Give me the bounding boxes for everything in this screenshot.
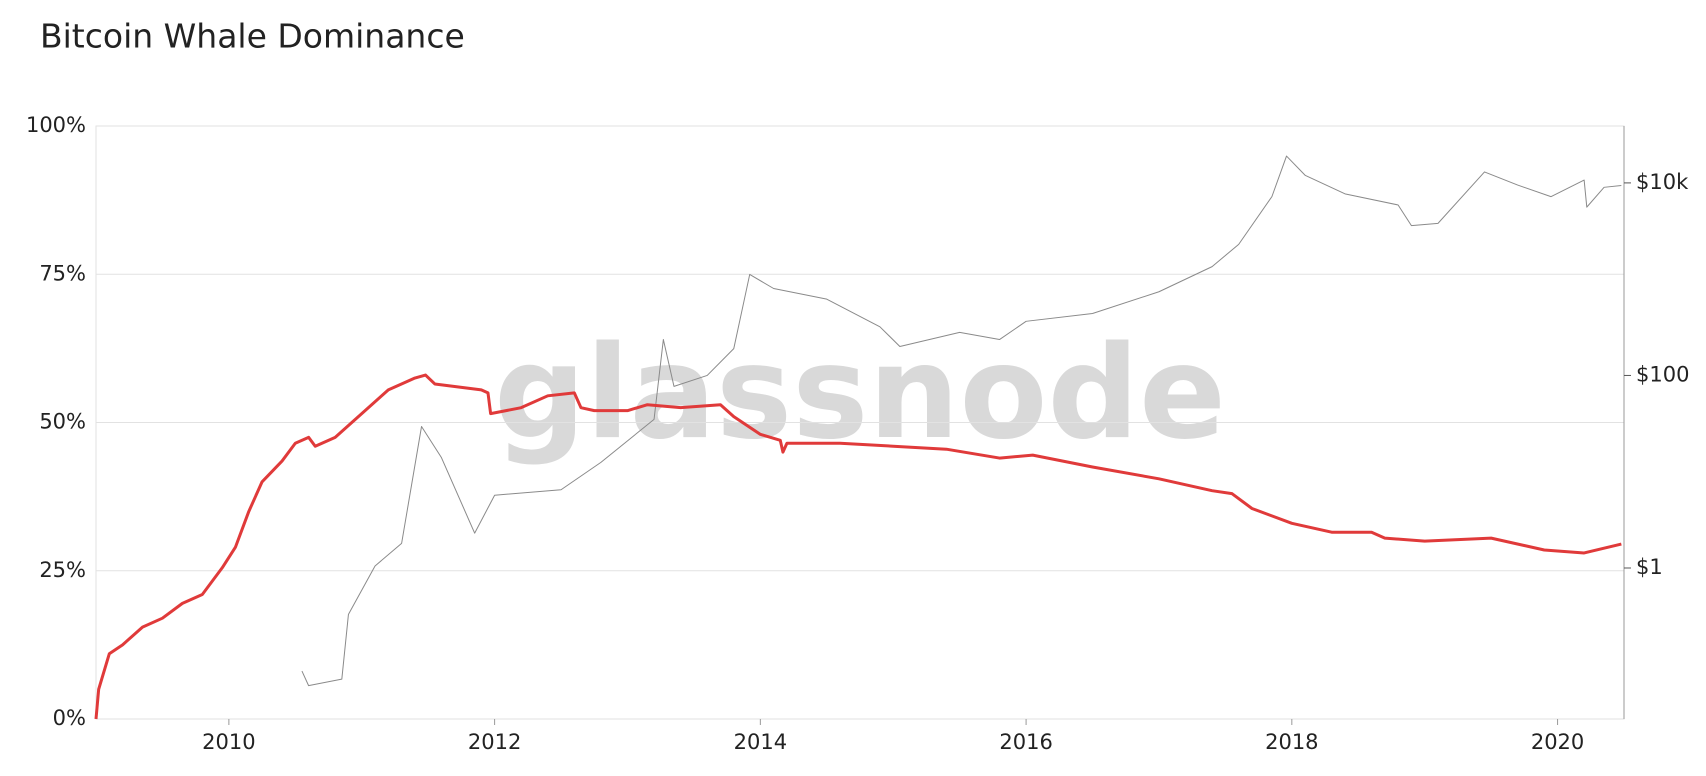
y-tick-label: 75% — [39, 261, 86, 285]
chart-title: Bitcoin Whale Dominance — [40, 17, 465, 56]
x-tick-label: 2018 — [1265, 730, 1318, 754]
x-tick-label: 2012 — [468, 730, 521, 754]
y-tick-label: 100% — [26, 113, 86, 137]
price-line — [301, 155, 1622, 687]
x-tick-label: 2010 — [202, 730, 255, 754]
x-tick-label: 2014 — [734, 730, 787, 754]
y-tick-label: 25% — [39, 558, 86, 582]
y2-tick-label: $1 — [1636, 555, 1663, 579]
y-tick-label: 50% — [39, 410, 86, 434]
dominance-line — [94, 373, 1622, 720]
y2-tick-label: $10k — [1636, 170, 1689, 194]
y2-tick-label: $100 — [1636, 362, 1689, 386]
y-tick-label: 0% — [53, 706, 86, 730]
x-tick-label: 2020 — [1531, 730, 1584, 754]
x-tick-label: 2016 — [999, 730, 1052, 754]
